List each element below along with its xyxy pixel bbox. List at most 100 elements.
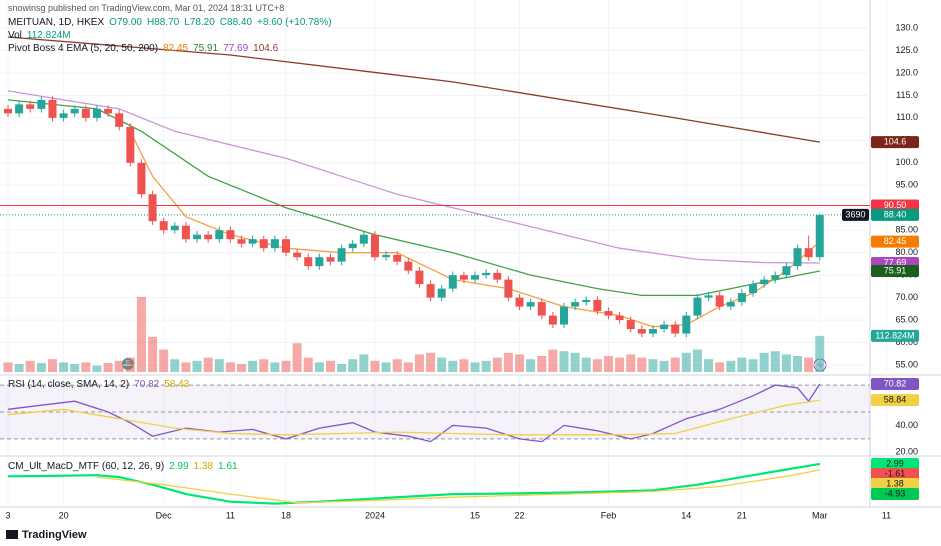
volume-bar [592,359,602,372]
candle-body [26,104,35,109]
volume-bar [148,336,158,372]
x-tick-label: Mar [812,510,828,520]
volume-bar [815,335,825,372]
macd-badge-bg [871,468,919,480]
volume-bar [103,363,113,372]
volume-bar [159,349,169,372]
x-tick-label: Feb [601,510,617,520]
volume-bar [748,359,758,372]
candle-body [304,257,313,267]
volume-line: Vol 112.824M [8,30,76,41]
footer-logo: TradingView [22,529,87,541]
publisher: snowinsg published on TradingView.com, M… [8,3,285,13]
ohlc: O79.00 H88.70 L78.20 C88.40 +8.60 (+10.78%) [109,17,336,28]
volume-bar [515,354,525,372]
volume-bar [459,359,469,372]
indicator-line [7,399,820,436]
volume-bar [548,349,558,372]
indicator-line [7,462,820,505]
volume-bar [737,357,747,372]
candle-body [204,234,213,240]
volume-bar [348,359,358,372]
volume-title: Vol [8,30,22,41]
candle-body [193,234,202,240]
y-tick-label: 70.00 [895,292,918,302]
candle-body [682,315,691,334]
candle-body [715,295,724,307]
volume-bar [270,362,280,372]
ema-value: 75.91 [193,43,219,54]
macd-badge-bg [871,478,919,490]
volume-bar [359,354,369,372]
candle-body [482,272,491,276]
y-tick-label: 60.00 [895,337,918,347]
candle-body [4,108,12,114]
volume-bar [715,362,725,372]
volume-bar [403,362,413,372]
price-badge-bg [871,265,919,278]
price-badge-bg [871,235,919,248]
candle-body [693,297,702,316]
volume-bar [570,352,580,372]
candle-body [737,293,746,303]
volume-bar [70,364,80,372]
macd-value: 1.38 [193,461,214,472]
symbol-line: MEITUAN, 1D, HKEX O79.00 H88.70 L78.20 C88.4… [8,17,342,28]
candle-body [515,297,524,307]
ema-line: Pivot Boss 4 EMA (5, 20, 50, 200) 82.45 75… [8,43,288,54]
candle-body [560,306,568,325]
rsi-title: RSI (14, close, SMA, 14, 2) [8,379,130,390]
volume-bar [303,357,313,372]
candle-body [571,302,580,307]
ema-value: 77.69 [223,43,249,54]
ohlc-value: L78.20 [184,17,215,28]
rsi-badge-bg [871,394,919,407]
volume-bar [503,352,513,372]
indicator-line [7,90,820,264]
candle-body [582,299,591,303]
price-badge-bg [871,199,919,212]
candle-body [648,329,657,334]
candle-body [493,272,502,280]
ohlc-value: H88.70 [146,17,180,28]
ema-value: 104.6 [253,43,279,54]
y-tick-label: 20.00 [895,447,918,457]
candle-body [660,324,669,330]
candle-body [760,279,769,285]
volume-bar [770,351,780,372]
volume-bar [437,357,447,372]
candle-body [81,108,90,118]
candle-body [237,239,246,244]
rsi-badge: 70.82 [884,378,907,388]
y-tick-label: 110.0 [896,112,918,122]
symbol-tag: 3690 [845,209,865,219]
macd-value: 2.99 [169,461,189,472]
candle-body [548,315,557,325]
candle-body [15,104,24,114]
candle-body [671,324,680,334]
candle-body [337,248,346,262]
candle-body [637,329,646,334]
volume-bar [481,360,491,372]
candle-body [593,299,602,312]
candle-body [504,279,513,298]
price-badge: 82.45 [884,236,907,246]
candle-body [115,113,124,127]
price-badge-bg [871,208,919,221]
volume-bar [114,360,124,372]
volume-bar [314,362,324,372]
ema-values: 82.45 75.91 77.69 104.6 [163,43,283,54]
volume-bar [615,357,625,372]
candle-body [415,270,424,285]
volume-bar [670,357,680,372]
candle-body [815,214,824,258]
x-tick-label: 3 [5,510,10,520]
macd-badge-bg [871,488,919,500]
candle-body [404,261,413,271]
candle-body [459,275,468,280]
candle-body [126,126,135,163]
ema-value: 82.45 [163,43,189,54]
tv-logo [6,530,18,539]
